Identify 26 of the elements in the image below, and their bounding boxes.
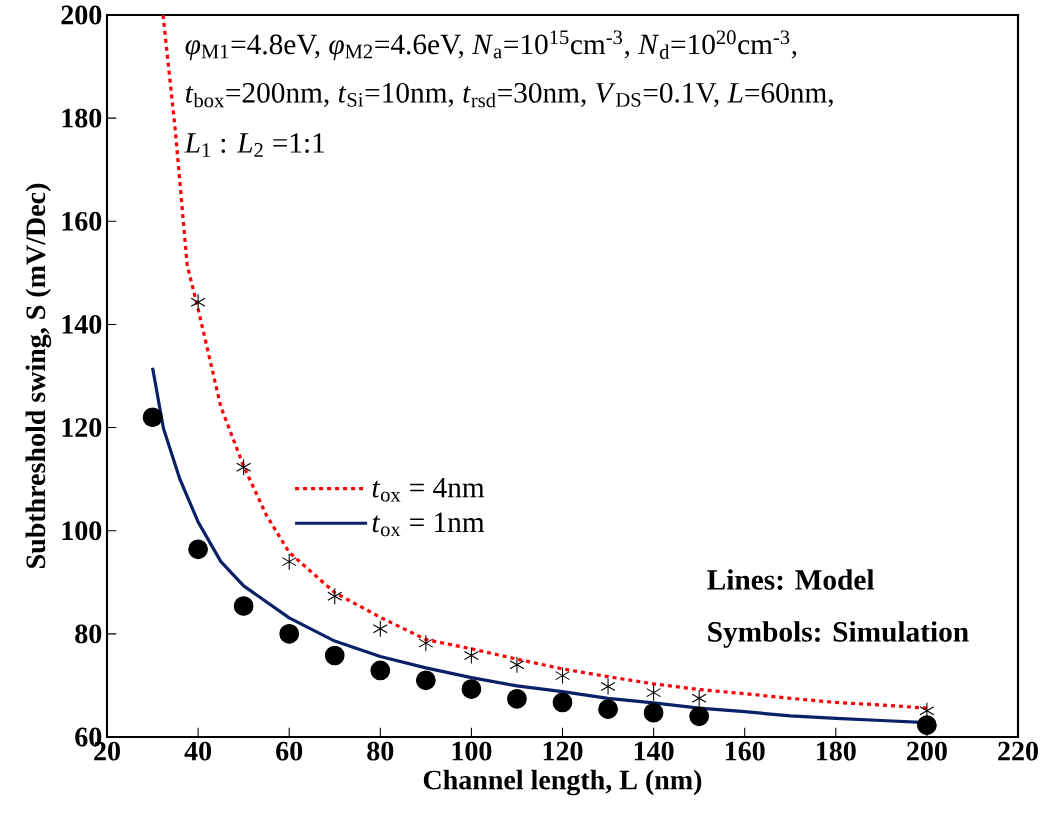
- annotation: L$_{1}$ : L$_{2}$ =1:1: [184, 133, 325, 157]
- x-tick-label: 60: [276, 741, 303, 761]
- x-tick-label: 40: [184, 741, 212, 761]
- text: φ$_{M1}$=4.8eV, φ$_{M2}$=4.6eV, N$_{a}$=10$^{15}$cm$^{-3}$, N$_{d}$=10$^{20}$cm$^{-3}$,: [185, 30, 797, 61]
- x-tick-label: 160: [725, 741, 765, 761]
- x-tick-label: 100: [452, 741, 492, 761]
- y-tick-label: 180: [62, 108, 102, 128]
- x-tick-label: 180: [817, 741, 856, 761]
- y-tick-label: 160: [62, 211, 102, 231]
- x-axis-title: Channel length, L (nm): [423, 769, 702, 796]
- text: t$_{box}$=200nm, t$_{Si}$=10nm, t$_{rsd}$=30nm, V$_{DS}$=0.1V, L=60nm,: [186, 82, 833, 108]
- y-tick-label: 120: [62, 418, 102, 438]
- x-tick-label: 120: [543, 741, 583, 761]
- annotation: Lines: Model: [707, 569, 875, 590]
- x-tick-label: 80: [367, 741, 394, 761]
- annotation: Symbols: Simulation: [708, 621, 969, 648]
- y-tick-label: 200: [61, 5, 102, 25]
- x-tick-label: 140: [634, 741, 674, 761]
- legend-label: t$_{ox}$ = 1nm: [372, 512, 485, 537]
- legend-label: t$_{ox}$ = 4nm: [372, 477, 485, 502]
- y-tick-label: 140: [62, 314, 102, 334]
- y-tick-label: 100: [62, 521, 102, 541]
- y-axis-title: Subthreshold swing, S (mV/Dec): [25, 183, 52, 568]
- x-tick-label: 200: [907, 741, 947, 761]
- x-tick-label: 220: [998, 741, 1038, 761]
- y-tick-label: 80: [75, 624, 102, 644]
